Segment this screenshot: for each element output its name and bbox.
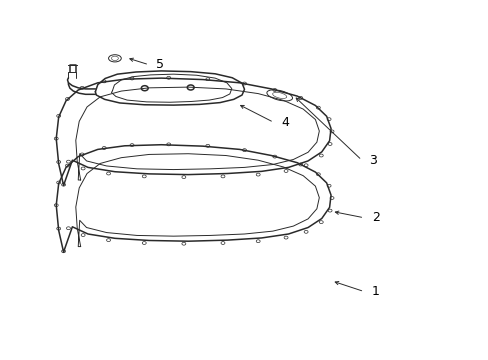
- Text: 3: 3: [368, 154, 376, 167]
- Text: 4: 4: [281, 116, 288, 129]
- Text: 5: 5: [156, 58, 164, 71]
- Text: 2: 2: [371, 211, 379, 224]
- Text: 1: 1: [371, 285, 379, 298]
